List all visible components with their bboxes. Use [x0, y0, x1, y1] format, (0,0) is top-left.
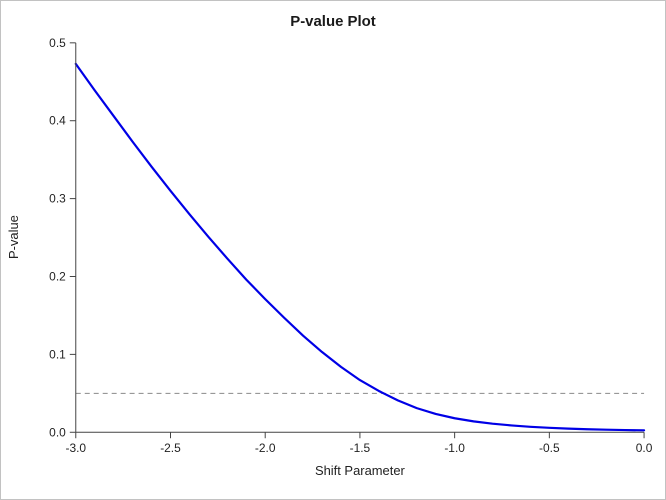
y-tick-label: 0.4: [49, 114, 66, 128]
y-tick-label: 0.2: [49, 269, 66, 283]
x-tick-label: -0.5: [539, 441, 560, 455]
x-tick-label: -1.5: [350, 441, 371, 455]
y-tick-label: 0.3: [49, 192, 66, 206]
y-axis-label: P-value: [6, 215, 21, 259]
x-tick-label: -3.0: [65, 441, 86, 455]
chart-title: P-value Plot: [290, 13, 376, 30]
series-group: [74, 62, 646, 432]
y-tick-label: 0.5: [49, 36, 66, 50]
x-tick-label: -2.0: [255, 441, 276, 455]
y-tick-label: 0.0: [49, 425, 66, 439]
p-value-curve: [74, 62, 646, 432]
x-tick-group: -3.0 -2.5 -2.0 -1.5 -1.0 -0.5 0.0: [65, 432, 653, 455]
axes-group: [75, 42, 645, 433]
x-tick-label: -1.0: [444, 441, 465, 455]
x-tick-label: -2.5: [160, 441, 181, 455]
y-tick-label: 0.1: [49, 347, 66, 361]
x-tick-label: 0.0: [636, 441, 653, 455]
x-axis-label: Shift Parameter: [315, 463, 406, 478]
y-tick-group: 0.0 0.1 0.2 0.3 0.4 0.5: [49, 36, 76, 439]
